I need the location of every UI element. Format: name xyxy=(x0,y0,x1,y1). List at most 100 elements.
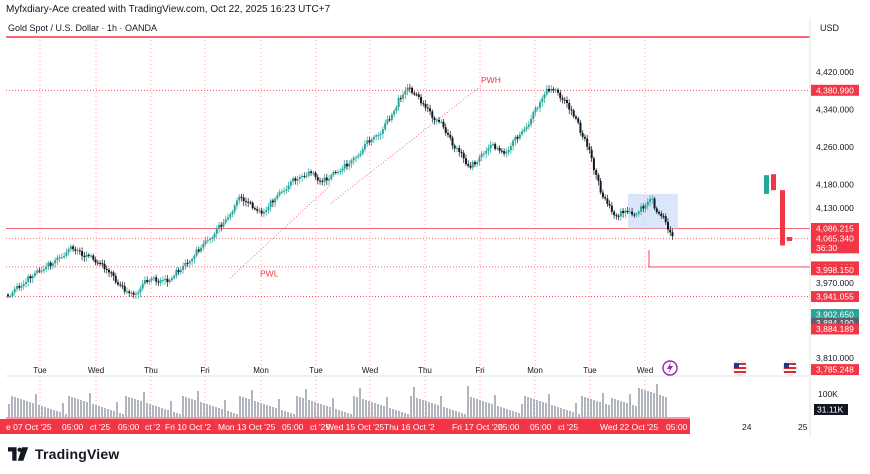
day-label: Tue xyxy=(583,366,597,375)
price-tag-label: 3,884.190 xyxy=(816,318,854,328)
volume-bar xyxy=(200,402,202,418)
volume-bar xyxy=(620,401,622,418)
candle-body xyxy=(442,121,445,128)
price-tag xyxy=(811,291,859,303)
volume-bar xyxy=(581,396,583,418)
candle-body xyxy=(209,239,212,241)
volume-bar xyxy=(338,410,340,418)
volume-bar xyxy=(653,393,655,418)
candle-body xyxy=(651,198,654,200)
volume-bar xyxy=(227,411,229,418)
candle-body xyxy=(431,111,434,118)
volume-bar xyxy=(131,398,133,418)
candle-body xyxy=(101,263,104,265)
volume-bar xyxy=(569,411,571,418)
volume-bar xyxy=(263,404,265,418)
y-tick-label: 4,180.000 xyxy=(816,180,854,190)
candle-body xyxy=(554,89,557,91)
candle-body xyxy=(536,107,539,109)
candle-body xyxy=(161,279,164,281)
candle-body xyxy=(130,292,133,294)
volume-bar xyxy=(308,400,310,418)
zone-box xyxy=(628,193,678,229)
candle-body xyxy=(141,283,144,289)
volume-bar xyxy=(635,406,637,418)
volume-bar xyxy=(137,400,139,418)
candle-body xyxy=(449,134,452,138)
volume-bar xyxy=(44,407,46,418)
candle-body xyxy=(294,178,297,181)
volume-bar xyxy=(353,396,355,418)
symbol-title: Gold Spot / U.S. Dollar · 1h · OANDA xyxy=(8,23,158,33)
volume-bar xyxy=(560,408,562,418)
price-tag xyxy=(811,232,859,244)
volume-bar xyxy=(644,390,646,418)
day-label: Mon xyxy=(253,366,269,375)
candle-body xyxy=(664,216,667,223)
volume-bar xyxy=(86,402,88,418)
volume-bar xyxy=(113,411,115,418)
us-flag-icon[interactable] xyxy=(782,360,798,376)
candle-body xyxy=(581,132,584,137)
candle-body xyxy=(469,165,472,168)
volume-bar xyxy=(587,398,589,418)
pwh-label: PWH xyxy=(481,75,501,85)
volume-bar xyxy=(59,412,61,418)
price-tag-label: 3,884.189 xyxy=(816,324,854,334)
volume-bar xyxy=(101,407,103,418)
candle-body xyxy=(258,210,261,212)
volume-bar xyxy=(407,414,409,418)
candle-body xyxy=(350,160,353,164)
time-label: 05:00 xyxy=(118,422,140,432)
volume-bar xyxy=(344,412,346,418)
us-flag-icon[interactable] xyxy=(732,360,748,376)
volume-bar xyxy=(194,400,196,418)
candle-body xyxy=(72,246,75,250)
volume-bar xyxy=(134,399,136,418)
candle-body xyxy=(157,281,160,283)
volume-bar xyxy=(449,409,451,418)
volume-bar xyxy=(95,405,97,418)
candle-body xyxy=(601,192,604,198)
candle-body xyxy=(170,278,173,281)
volume-bar xyxy=(128,397,130,418)
volume-bar xyxy=(320,404,322,418)
volume-bar xyxy=(413,387,415,418)
candle-body xyxy=(314,172,317,178)
candle-body xyxy=(447,133,449,135)
candle-body xyxy=(184,262,187,267)
volume-bar xyxy=(221,409,223,418)
candle-body xyxy=(60,257,63,259)
candle-body xyxy=(438,119,441,122)
candle-body xyxy=(599,180,602,193)
candle-body xyxy=(58,257,61,259)
projection-candle xyxy=(780,190,785,246)
candle-body xyxy=(543,94,546,99)
candle-body xyxy=(595,170,598,175)
candle-body xyxy=(552,88,555,91)
volume-bar xyxy=(146,403,148,418)
candle-body xyxy=(368,140,371,143)
volume-bar xyxy=(314,402,316,418)
candle-body xyxy=(514,136,517,141)
volume-bar xyxy=(611,398,613,418)
candle-body xyxy=(635,213,638,215)
candle-body xyxy=(307,171,310,176)
candle-body xyxy=(667,222,669,230)
volume-tag-label: 31.11K xyxy=(817,405,844,415)
candle-body xyxy=(256,208,259,211)
volume-bar xyxy=(203,403,205,418)
candle-body xyxy=(592,158,595,171)
volume-bar xyxy=(209,405,211,418)
lightning-icon[interactable] xyxy=(662,360,678,376)
candle-body xyxy=(352,157,355,161)
day-label: Mon xyxy=(527,366,543,375)
candle-body xyxy=(7,294,9,297)
candle-body xyxy=(655,208,658,213)
volume-bar xyxy=(260,403,262,418)
volume-bar xyxy=(575,403,577,418)
volume-bar xyxy=(68,396,70,418)
volume-bar xyxy=(164,409,166,418)
volume-bar xyxy=(350,414,352,418)
